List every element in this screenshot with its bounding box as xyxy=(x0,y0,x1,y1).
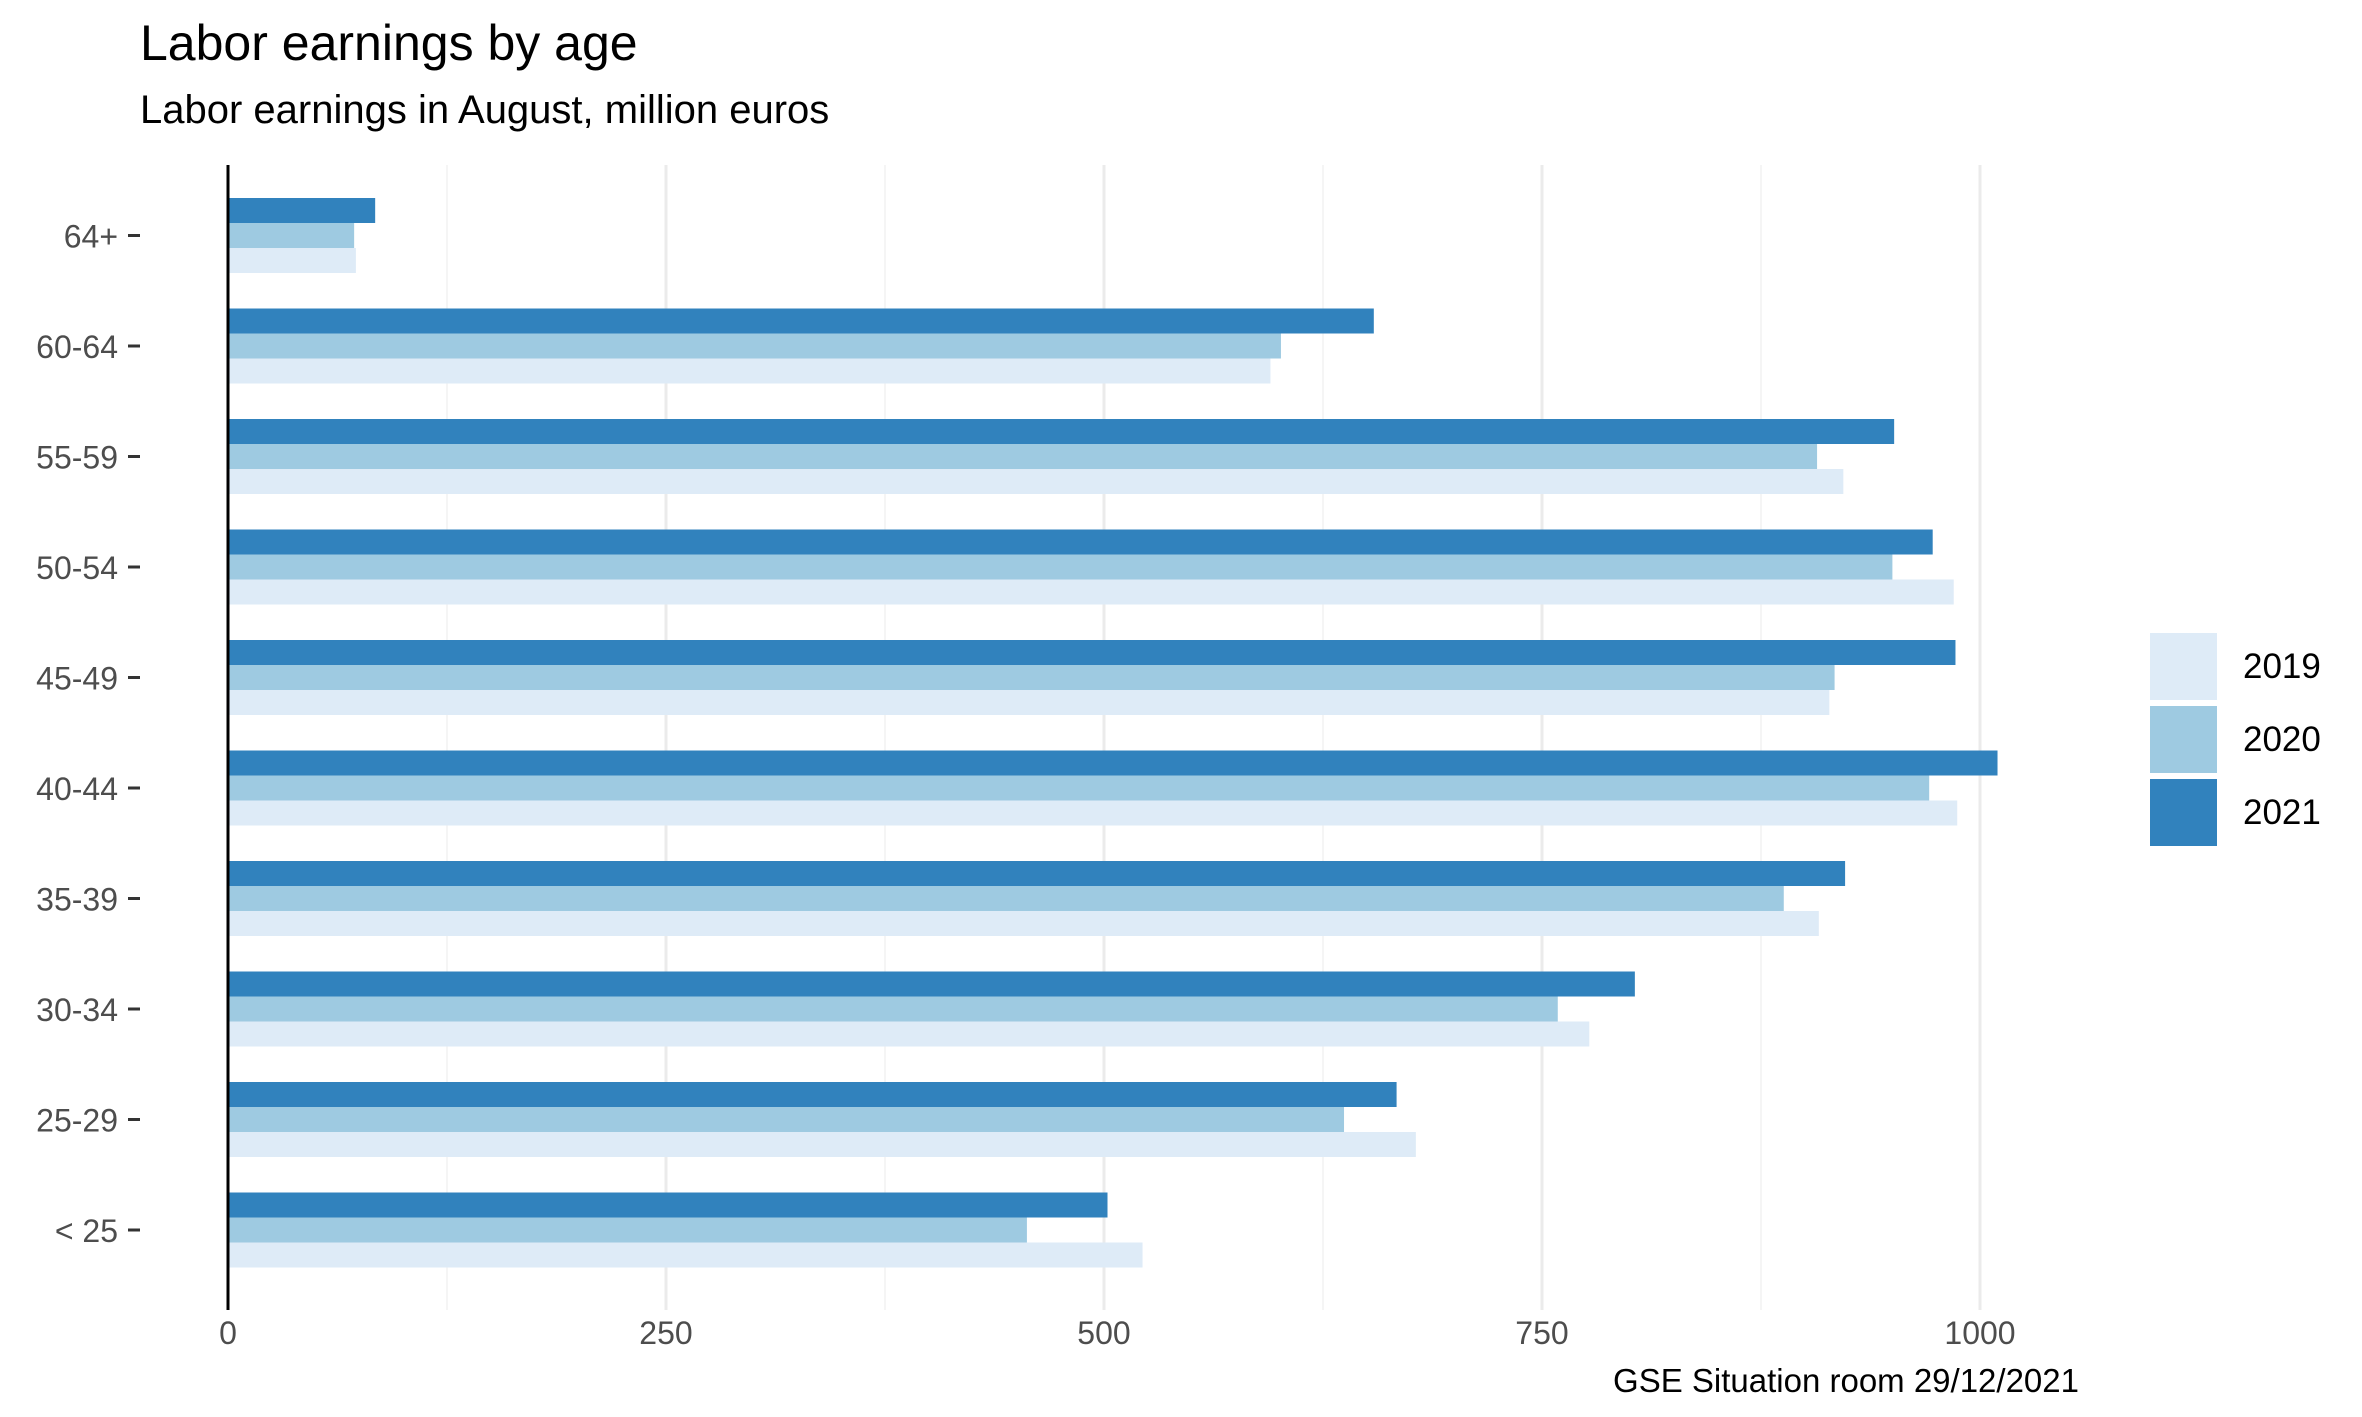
y-tick-label: 35-39 xyxy=(36,882,118,918)
bar-2019-25 xyxy=(228,1242,1143,1268)
legend-item-2019: 2019 xyxy=(2150,630,2321,703)
bar-2020-4549 xyxy=(228,665,1835,690)
bar-2019-6064 xyxy=(228,358,1271,384)
legend-label-2020: 2020 xyxy=(2243,719,2321,759)
bar-2021-3539 xyxy=(228,861,1846,886)
legend-label-2019: 2019 xyxy=(2243,646,2321,686)
chart-title: Labor earnings by age xyxy=(140,15,638,71)
bar-2019-5054 xyxy=(228,579,1954,605)
bar-2021-6064 xyxy=(228,308,1374,334)
chart-caption: GSE Situation room 29/12/2021 xyxy=(1613,1362,2079,1399)
bar-2021-25 xyxy=(228,1192,1108,1218)
legend-label-2021: 2021 xyxy=(2243,792,2321,832)
bar-2021-2529 xyxy=(228,1082,1397,1107)
x-tick-label: 1000 xyxy=(1944,1315,2015,1351)
legend-item-2020: 2020 xyxy=(2150,703,2321,776)
y-tick-label: 55-59 xyxy=(36,440,118,476)
bar-2020-3539 xyxy=(228,886,1784,911)
y-tick-label: 60-64 xyxy=(36,329,118,365)
bar-2020-4044 xyxy=(228,775,1930,801)
bar-2019-2529 xyxy=(228,1132,1416,1157)
legend: 2019 2020 2021 xyxy=(2150,630,2321,849)
x-tick-label: 750 xyxy=(1515,1315,1568,1351)
bar-2019-4549 xyxy=(228,690,1830,715)
axis-layer: < 25 25-29 30-34 35-39 40-44 45-49 50-54 55-59 6… xyxy=(36,165,2016,1351)
legend-swatch-2021 xyxy=(2150,779,2217,846)
legend-swatch-2019 xyxy=(2150,633,2217,700)
y-tick-label: 64+ xyxy=(64,219,118,255)
bar-2021-5054 xyxy=(228,529,1933,555)
bars-layer xyxy=(228,198,1998,1268)
legend-item-2021: 2021 xyxy=(2150,776,2321,849)
bar-2019-64 xyxy=(228,248,356,273)
bar-2021-4549 xyxy=(228,640,1956,665)
bar-2019-4044 xyxy=(228,800,1958,826)
bar-2019-3034 xyxy=(228,1021,1590,1047)
x-tick-label: 0 xyxy=(219,1315,237,1351)
x-tick-label: 250 xyxy=(639,1315,692,1351)
bar-2020-2529 xyxy=(228,1107,1345,1132)
legend-swatch-2020 xyxy=(2150,706,2217,773)
bar-2020-25 xyxy=(228,1217,1027,1243)
y-tick-label: 25-29 xyxy=(36,1103,118,1139)
y-tick-label: 40-44 xyxy=(36,771,118,807)
bar-2019-3539 xyxy=(228,911,1819,936)
bar-2020-3034 xyxy=(228,996,1558,1022)
bar-2020-5559 xyxy=(228,444,1818,469)
bar-2020-6064 xyxy=(228,333,1281,359)
x-tick-label: 500 xyxy=(1077,1315,1130,1351)
bar-2021-64 xyxy=(228,198,376,223)
bar-2021-3034 xyxy=(228,971,1635,997)
bar-2021-4044 xyxy=(228,750,1998,776)
bar-2020-64 xyxy=(228,223,355,248)
y-tick-label: 30-34 xyxy=(36,992,118,1028)
chart-subtitle: Labor earnings in August, million euros xyxy=(140,88,830,132)
bar-2020-5054 xyxy=(228,554,1893,580)
y-tick-label: < 25 xyxy=(55,1213,118,1249)
y-tick-label: 45-49 xyxy=(36,661,118,697)
y-tick-label: 50-54 xyxy=(36,550,118,586)
bar-2021-5559 xyxy=(228,419,1895,444)
bar-2019-5559 xyxy=(228,469,1844,494)
